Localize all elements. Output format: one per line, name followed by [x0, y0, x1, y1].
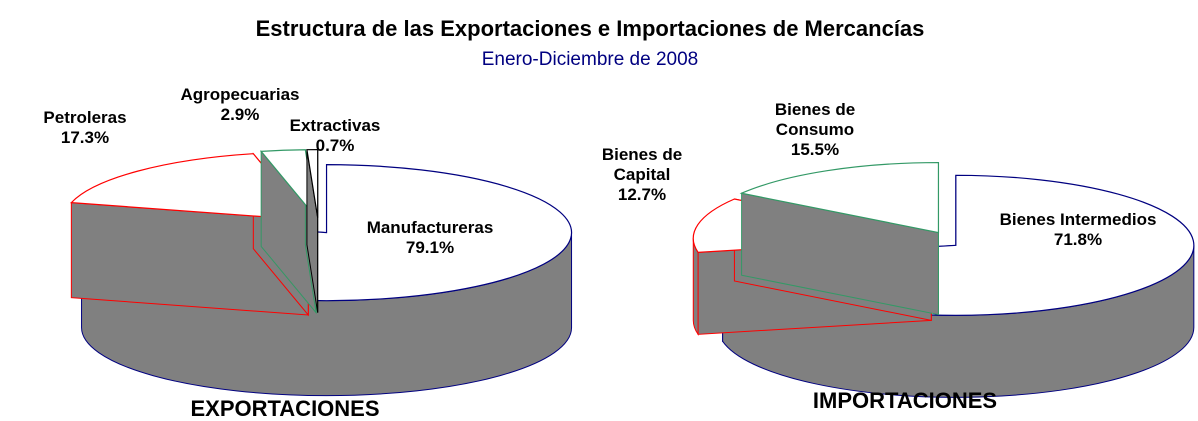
data-label: Bienes Intermedios 71.8% [973, 210, 1183, 250]
label-name: Bienes de Consumo [774, 100, 856, 139]
slice [739, 161, 940, 316]
label-value: 0.7% [315, 136, 355, 155]
slice-top [259, 149, 318, 220]
label-name: Extractivas [289, 116, 381, 135]
pie-title: EXPORTACIONES [190, 396, 379, 421]
data-label: Petroleras 17.3% [30, 108, 140, 148]
data-label: Bienes de Consumo 15.5% [760, 100, 870, 160]
pie-title: IMPORTACIONES [813, 388, 997, 413]
slice-top [70, 153, 310, 221]
label-value: 12.7% [617, 185, 667, 204]
slice-side [692, 238, 699, 336]
data-label: Bienes de Capital 12.7% [587, 145, 697, 205]
chart-title: Estructura de las Exportaciones e Import… [256, 16, 925, 41]
label-name: Agropecuarias [180, 85, 300, 104]
slice-top [739, 161, 940, 234]
label-name: Petroleras [43, 108, 127, 127]
slice [306, 149, 319, 313]
label-name: Bienes Intermedios [999, 210, 1157, 229]
data-label: Manufactureras 79.1% [335, 218, 525, 258]
label-value: 2.9% [220, 105, 260, 124]
label-value: 17.3% [60, 128, 110, 147]
slice-top [306, 149, 319, 218]
label-value: 71.8% [1053, 230, 1103, 249]
data-label: Agropecuarias 2.9% [165, 85, 315, 125]
label-name: Manufactureras [366, 218, 494, 237]
data-label: Extractivas 0.7% [270, 116, 400, 156]
label-name: Bienes de Capital [601, 145, 683, 184]
label-value: 15.5% [790, 140, 840, 159]
chart-subtitle: Enero-Diciembre de 2008 [482, 49, 699, 70]
label-value: 79.1% [405, 238, 455, 257]
